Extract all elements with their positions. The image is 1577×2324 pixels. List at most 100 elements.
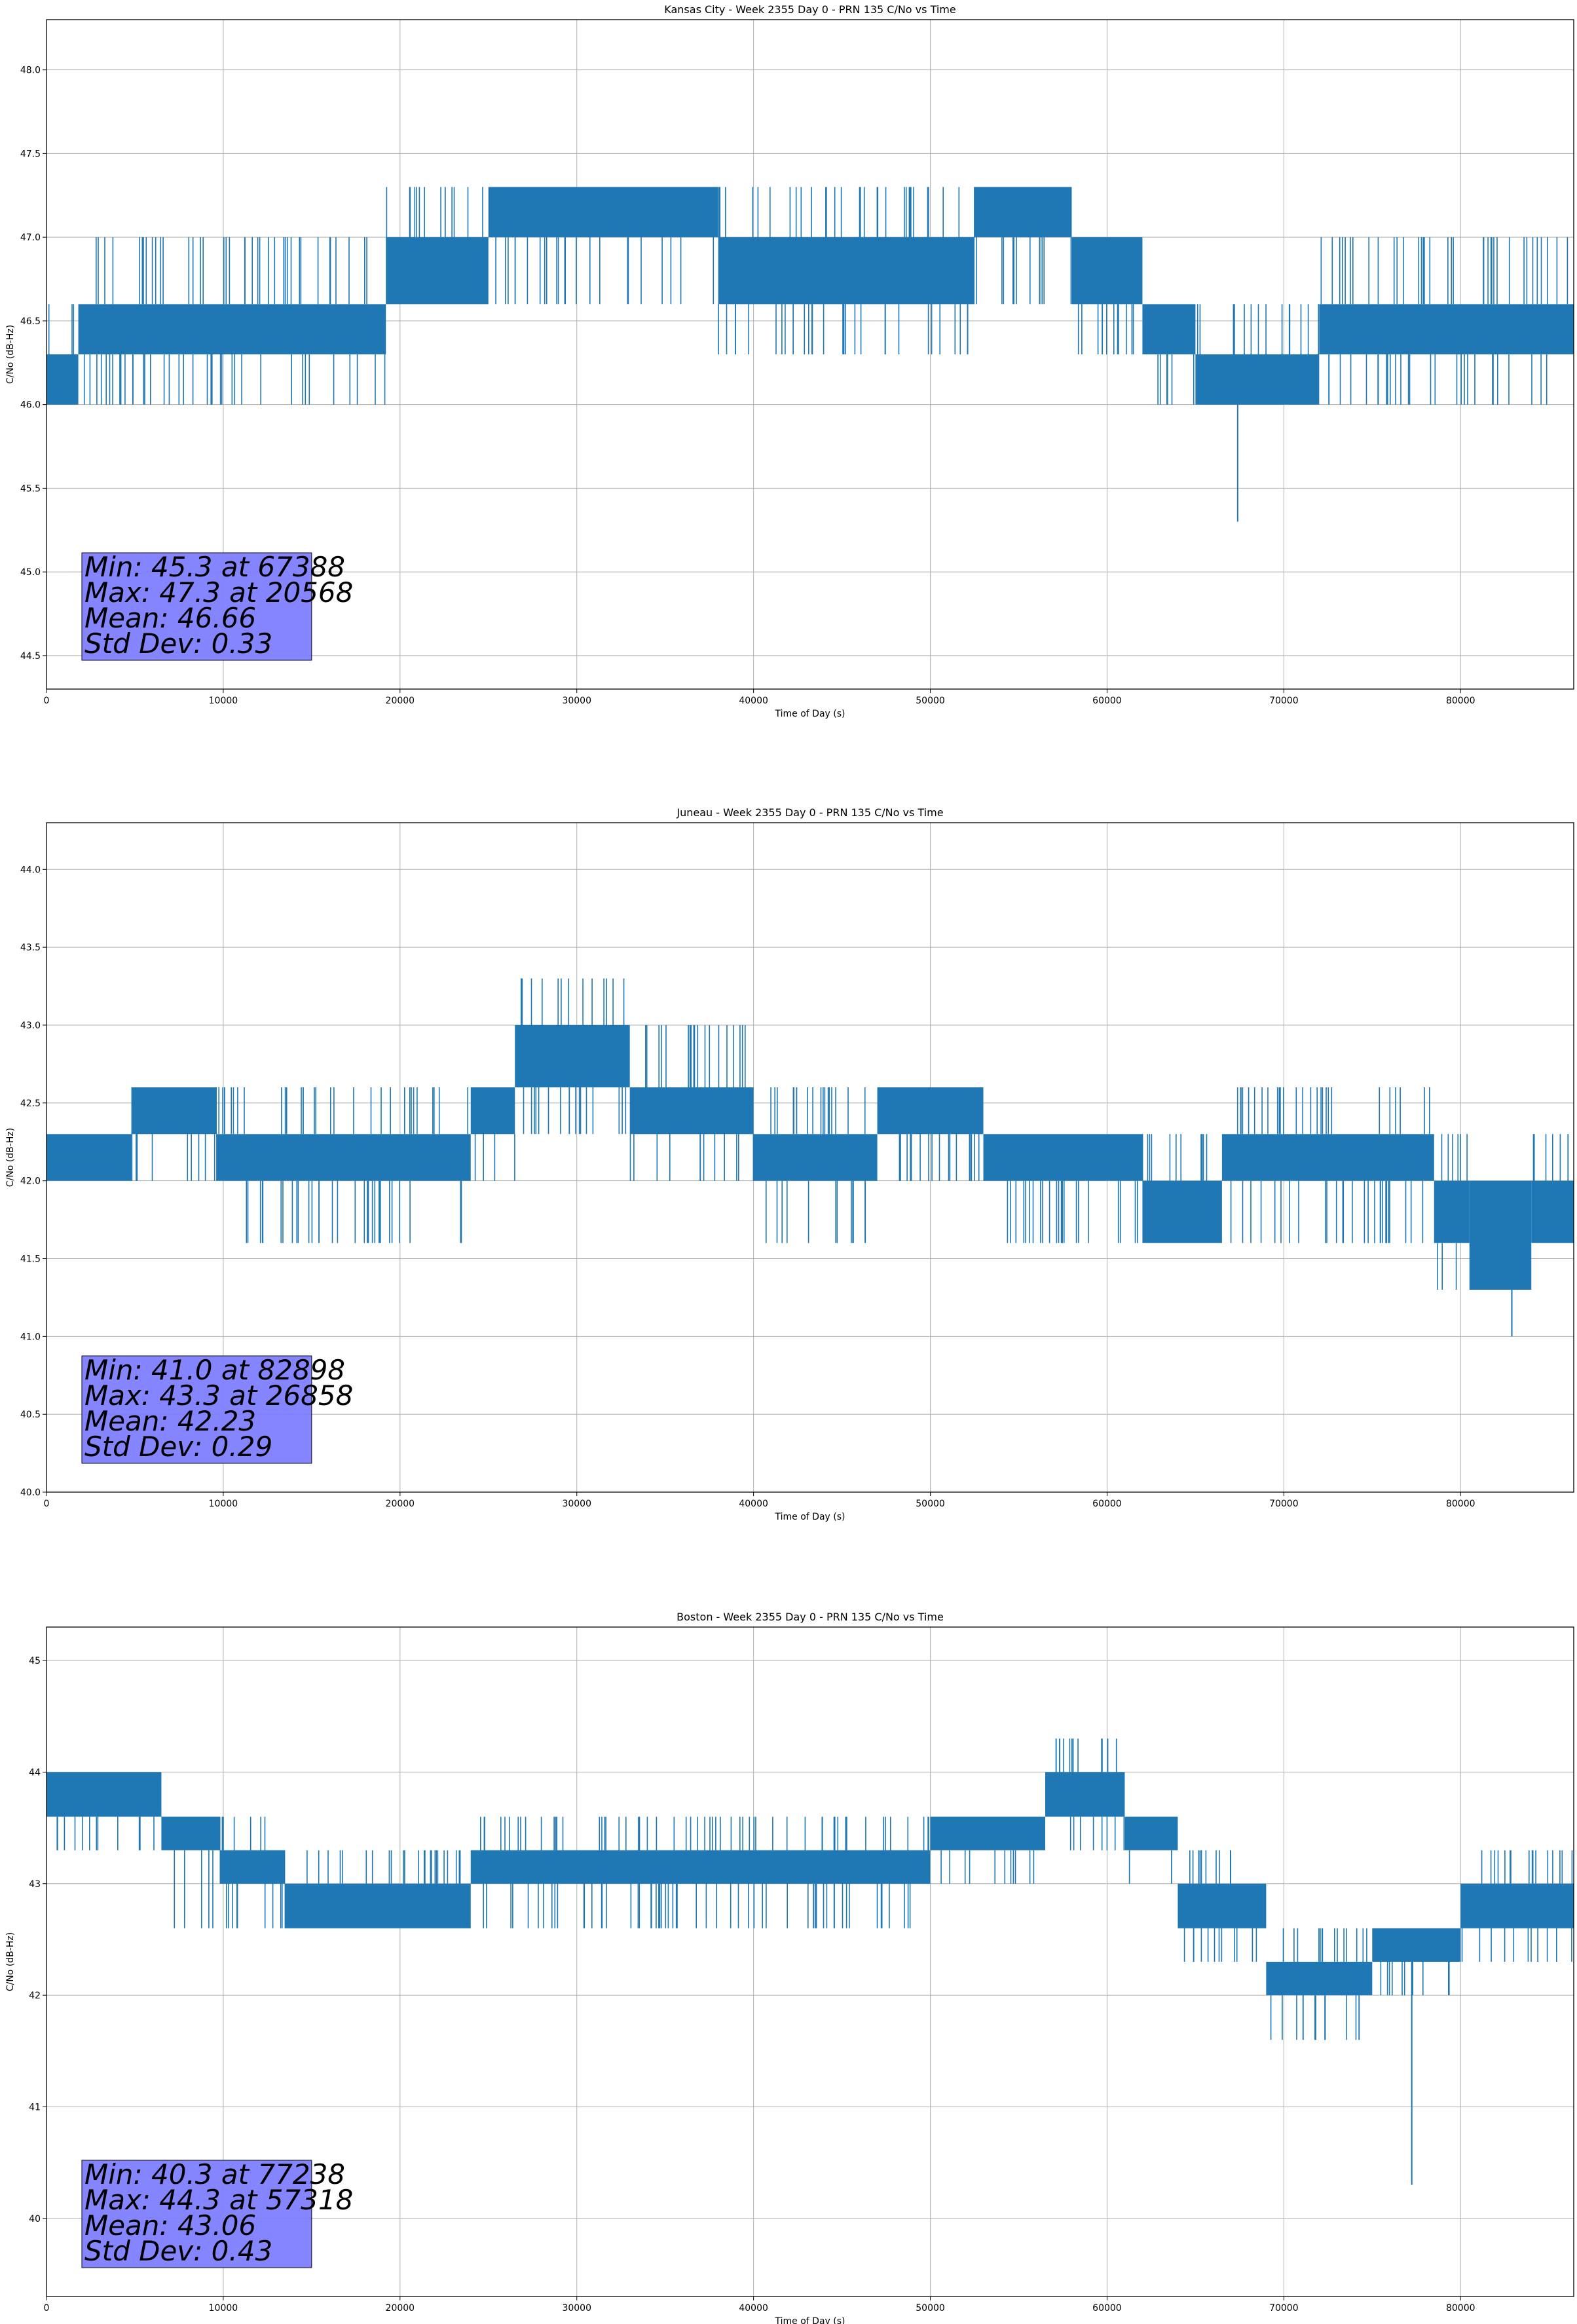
chart-1-xtick-label-8: 80000: [1446, 1499, 1475, 1509]
chart-1-ylabel: C/No (dB-Hz): [5, 1128, 16, 1187]
chart-1-band-11: [1434, 1180, 1470, 1243]
chart-2-band-10: [1372, 1928, 1461, 1962]
chart-1-stats-box: [81, 1355, 312, 1464]
chart-2-band-8: [1178, 1883, 1267, 1928]
chart-1: Juneau - Week 2355 Day 0 - PRN 135 C/No …: [5, 806, 1574, 1522]
chart-1-xtick-label-6: 60000: [1092, 1499, 1122, 1509]
chart-1-ytick-label-0: 40.0: [20, 1488, 41, 1498]
chart-1-spikes-9: [1141, 1134, 1208, 1181]
chart-0-ytick-label-3: 46.0: [20, 400, 41, 411]
chart-0-spikes-3: [495, 237, 714, 305]
chart-1-xlabel: Time of Day (s): [775, 1512, 845, 1522]
chart-2-ytick-label-3: 43: [29, 1879, 41, 1890]
chart-1-axes-frame: [46, 822, 1574, 1493]
chart-2-xtick-label-3: 30000: [562, 2303, 591, 2314]
chart-0-spikes-2: [386, 187, 483, 238]
chart-1-band-3: [470, 1087, 515, 1134]
chart-0-band-9: [1319, 304, 1574, 354]
chart-2-ytick-label-2: 42: [29, 1991, 41, 2001]
chart-2-spikes-0: [56, 1816, 155, 1850]
chart-0-band-3: [488, 187, 718, 238]
chart-0-band-8: [1195, 354, 1320, 405]
chart-2-band-6: [1045, 1772, 1125, 1817]
chart-2-xtick-label-1: 10000: [209, 2303, 238, 2314]
chart-0-xtick-label-8: 80000: [1446, 696, 1475, 706]
chart-0-band-0: [46, 354, 79, 405]
chart-0-xtick-label-0: 0: [44, 696, 50, 706]
chart-0-axes-frame: [46, 19, 1574, 690]
chart-1-band-5: [629, 1087, 754, 1134]
chart-0-title: Kansas City - Week 2355 Day 0 - PRN 135 …: [664, 3, 955, 16]
chart-2-band-1: [161, 1816, 220, 1850]
chart-1-xtick-label-1: 10000: [209, 1499, 238, 1509]
chart-1-band-7: [877, 1087, 984, 1134]
chart-0-ytick-label-1: 45.0: [20, 567, 41, 578]
chart-2-band-4: [470, 1850, 931, 1884]
chart-0: Kansas City - Week 2355 Day 0 - PRN 135 …: [5, 3, 1574, 719]
chart-0-band-2: [386, 237, 489, 305]
chart-1-ytick-label-3: 41.5: [20, 1254, 41, 1264]
chart-1-xtick-label-3: 30000: [562, 1499, 591, 1509]
chart-0-stats-box: [81, 552, 312, 661]
chart-1-spikes-1: [131, 1134, 215, 1181]
chart-0-ytick-label-6: 47.5: [20, 149, 41, 159]
chart-2-ytick-label-5: 45: [29, 1656, 41, 1666]
chart-1-spikes-6: [766, 1087, 866, 1243]
chart-1-spikes-2: [215, 1087, 468, 1243]
chart-0-band-1: [78, 304, 386, 354]
chart-2-stats-line-0: Min: 40.3 at 77238: [84, 2158, 345, 2190]
chart-2-band-9: [1266, 1962, 1373, 1996]
chart-1-xtick-label-7: 70000: [1269, 1499, 1299, 1509]
chart-2-spikes-3: [306, 1850, 461, 1884]
chart-2-spikes-7: [1128, 1850, 1172, 1884]
chart-0-stats-line-3: Std Dev: 0.33: [84, 628, 272, 660]
chart-2-band-11: [1460, 1883, 1574, 1928]
chart-1-ytick-label-8: 44.0: [20, 865, 41, 875]
chart-1-stats-line-2: Mean: 42.23: [84, 1405, 256, 1437]
chart-1-band-8: [983, 1134, 1143, 1181]
chart-2-band-0: [46, 1772, 162, 1817]
chart-0-spikes-6: [1077, 304, 1134, 354]
chart-2-spikes-5: [940, 1850, 1035, 1884]
chart-1-stats-line-3: Std Dev: 0.29: [84, 1431, 272, 1463]
chart-1-spikes-11: [1437, 1134, 1468, 1290]
chart-2-spikes-1: [174, 1850, 213, 1928]
chart-0-stats-line-2: Mean: 46.66: [84, 602, 256, 634]
chart-0-band-5: [974, 187, 1072, 238]
chart-1-ytick-label-4: 42.0: [20, 1176, 41, 1187]
chart-0-ytick-label-0: 44.5: [20, 651, 41, 662]
chart-2-stats-line-1: Max: 44.3 at 57318: [84, 2184, 353, 2216]
chart-2-xtick-label-6: 60000: [1092, 2303, 1122, 2314]
chart-2-stats-line-2: Mean: 43.06: [84, 2209, 256, 2241]
chart-0-xtick-label-3: 30000: [562, 696, 591, 706]
chart-0-spikes-8: [1197, 304, 1320, 354]
chart-0-band-4: [718, 237, 975, 305]
chart-1-band-4: [515, 1024, 630, 1088]
chart-1-series: [46, 978, 1574, 1337]
chart-2-spikes-8: [1183, 1850, 1257, 1962]
chart-2-stats-box: [81, 2160, 312, 2268]
chart-2-xtick-label-4: 40000: [739, 2303, 768, 2314]
chart-0-xtick-label-2: 20000: [386, 696, 415, 706]
chart-1-ytick-label-5: 42.5: [20, 1098, 41, 1109]
chart-0-stats-line-1: Max: 47.3 at 20568: [84, 576, 353, 609]
chart-2-ytick-label-1: 41: [29, 2102, 41, 2112]
chart-1-title: Juneau - Week 2355 Day 0 - PRN 135 C/No …: [676, 806, 943, 819]
chart-2-title: Boston - Week 2355 Day 0 - PRN 135 C/No …: [677, 1611, 944, 1623]
chart-2-spikes-10: [1380, 1962, 1450, 1996]
chart-0-spikes-0: [48, 304, 75, 354]
chart-2-xtick-label-0: 0: [44, 2303, 50, 2314]
chart-1-xtick-label-0: 0: [44, 1499, 50, 1509]
chart-0-spikes-9: [1320, 237, 1568, 405]
chart-0-xlabel: Time of Day (s): [775, 709, 845, 719]
chart-2-xtick-label-7: 70000: [1269, 2303, 1299, 2314]
chart-1-ytick-label-1: 40.5: [20, 1410, 41, 1420]
chart-1-ytick-label-6: 43.0: [20, 1021, 41, 1031]
chart-2-ytick-label-0: 40: [29, 2214, 41, 2224]
chart-0-xtick-label-5: 50000: [916, 696, 945, 706]
chart-1-xtick-label-5: 50000: [916, 1499, 945, 1509]
chart-0-spikes-7: [1157, 354, 1195, 405]
chart-2-series: [46, 1738, 1574, 2185]
chart-1-spikes-8: [1007, 1180, 1138, 1243]
